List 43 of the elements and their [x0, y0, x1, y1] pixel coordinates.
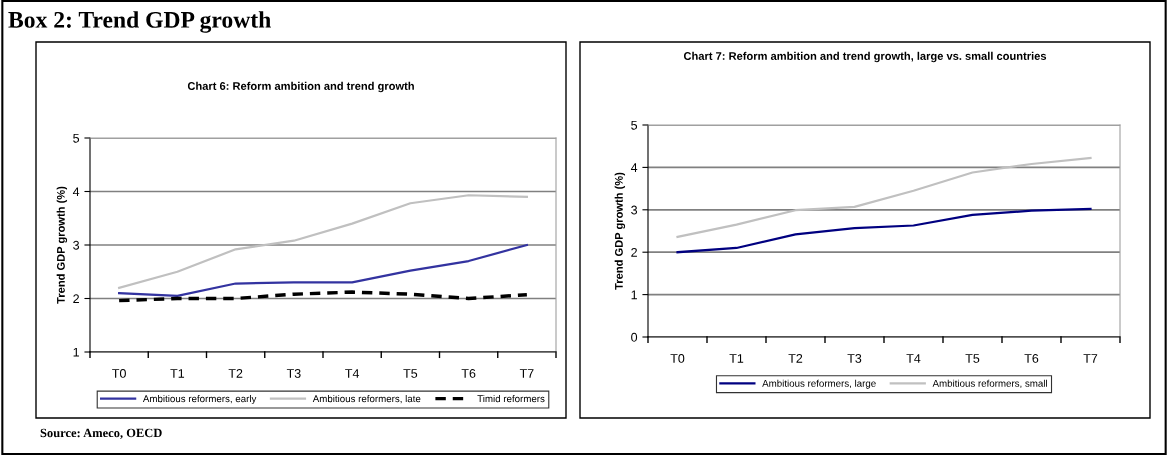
x-tick-label: T7	[1083, 354, 1098, 363]
x-tick-label: T2	[788, 354, 803, 363]
x-tick-label: T1	[170, 369, 185, 378]
line-series	[676, 207, 1092, 254]
y-tick-label: 5	[73, 133, 80, 143]
y-axis-title: Trend GDP growth (%)	[614, 172, 626, 290]
x-tick-label: T5	[403, 369, 418, 378]
x-tick-label: T1	[729, 354, 744, 363]
chart-title: Chart 6: Reform ambition and trend growth	[187, 81, 414, 93]
x-tick-label: T3	[286, 369, 301, 378]
line-series	[118, 194, 528, 289]
line-series	[117, 290, 529, 303]
y-tick-label: 3	[73, 240, 80, 250]
y-tick-label: 5	[631, 120, 638, 130]
line-series	[118, 243, 528, 297]
y-axis-title: Trend GDP growth (%)	[56, 186, 68, 304]
y-tick-label: 1	[73, 347, 79, 357]
y-tick-label: 4	[72, 187, 80, 197]
chart-title: Chart 7: Reform ambition and trend growth, large vs. small countries	[683, 51, 1047, 63]
x-tick-label: T3	[847, 354, 862, 363]
x-tick-label: T4	[906, 354, 921, 363]
x-tick-label: T2	[228, 369, 243, 378]
y-tick-label: 3	[631, 205, 638, 215]
y-tick-label: 2	[73, 294, 79, 304]
x-tick-label: T6	[461, 369, 476, 378]
x-tick-label: T4	[345, 369, 360, 378]
legend-label: Timid reformers	[477, 394, 545, 403]
x-tick-label: T6	[1024, 354, 1039, 363]
x-tick-label: T0	[112, 369, 126, 378]
y-tick-label: 1	[631, 290, 637, 300]
y-tick-label: 0	[631, 332, 638, 342]
y-tick-label: 2	[631, 248, 637, 257]
legend-label: Ambitious reformers, late	[312, 394, 421, 404]
source-note: Source: Ameco, OECD	[40, 428, 162, 439]
x-tick-label: T0	[670, 354, 685, 363]
legend-label: Ambitious reformers, small	[932, 379, 1047, 388]
legend-label: Ambitious reformers, large	[762, 379, 876, 389]
text: Box 2: Trend GDP growth	[8, 11, 271, 33]
x-tick-label: T5	[965, 354, 980, 363]
x-tick-label: T7	[519, 369, 534, 378]
legend-label: Ambitious reformers, early	[142, 394, 257, 405]
line-series	[676, 156, 1092, 239]
y-tick-label: 4	[630, 163, 638, 172]
